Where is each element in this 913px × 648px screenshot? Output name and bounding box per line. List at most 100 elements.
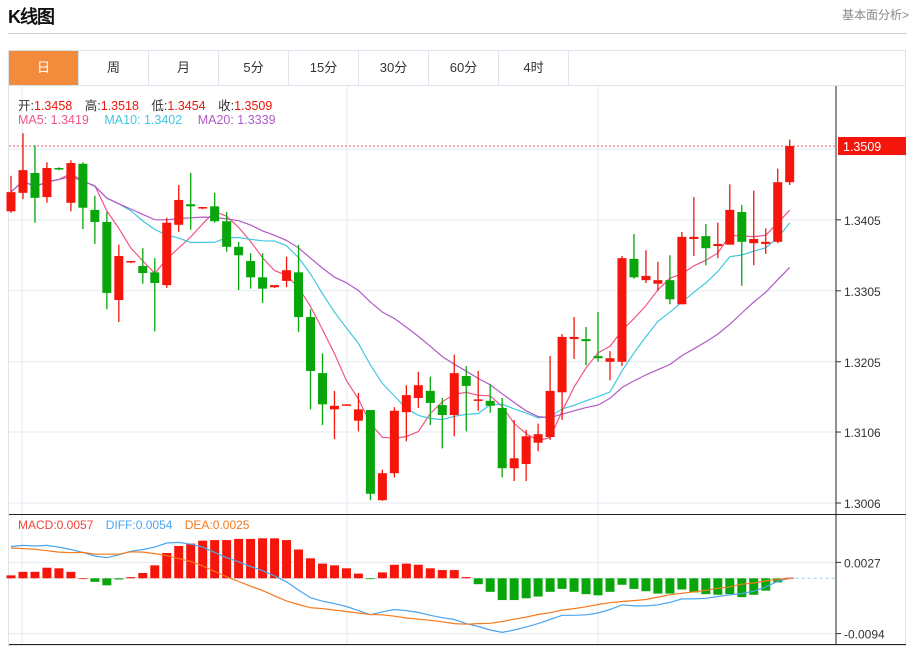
fundamental-analysis-link[interactable]: 基本面分析>: [841, 8, 909, 22]
macd-bar: [485, 578, 495, 592]
candle-down: [365, 410, 375, 494]
price-tick-label: 1.3106: [844, 426, 881, 440]
macd-bar: [102, 578, 112, 586]
candle-down: [317, 373, 327, 405]
macd-bar: [749, 578, 759, 595]
candle-up: [353, 409, 363, 421]
candle-up: [713, 243, 723, 247]
macd-bar: [126, 577, 136, 579]
tab-month[interactable]: 月: [149, 51, 219, 85]
candle-down: [54, 168, 64, 170]
candle-down: [701, 236, 711, 249]
macd-bar: [198, 540, 208, 579]
macd-bar: [30, 571, 40, 579]
macd-bar: [557, 578, 567, 589]
candle-up: [569, 336, 579, 340]
divider: [8, 33, 907, 34]
macd-bar: [425, 568, 435, 579]
macd-bar: [437, 570, 447, 579]
tab-5min[interactable]: 5分: [219, 51, 289, 85]
low-value: 1.3454: [167, 99, 206, 113]
macd-bar: [6, 575, 16, 579]
ma20-line: [10, 175, 791, 419]
candle-up: [677, 236, 687, 305]
macd-bar: [521, 578, 531, 599]
candle-up: [341, 404, 351, 406]
candle-up: [270, 285, 280, 288]
low-label: 低:: [151, 99, 168, 113]
tab-day[interactable]: 日: [9, 51, 79, 85]
candle-down: [210, 206, 220, 222]
macd-bar: [150, 565, 160, 579]
macd-bar: [785, 577, 795, 579]
candle-down: [294, 272, 304, 318]
candle-down: [737, 212, 747, 242]
macd-bar: [246, 538, 256, 579]
candle-down: [581, 339, 591, 342]
macd-tick-label: -0.0094: [844, 628, 885, 642]
candle-up: [377, 473, 387, 501]
macd-bar: [401, 563, 411, 579]
macd-bar: [90, 578, 100, 582]
tab-week[interactable]: 周: [79, 51, 149, 85]
candle-up: [449, 373, 459, 416]
price-tick-label: 1.3205: [844, 356, 881, 370]
candle-down: [138, 265, 148, 274]
ma20-value: MA20: 1.3339: [197, 113, 276, 127]
last-price-tag: [838, 137, 906, 155]
macd-bar: [174, 545, 184, 579]
macd-bar: [713, 578, 723, 595]
candle-down: [497, 407, 507, 469]
macd-bar: [509, 578, 519, 601]
candle-down: [485, 400, 495, 406]
price-tick-label: 1.3305: [844, 285, 881, 299]
candle-up: [198, 207, 208, 209]
macd-bar: [737, 578, 747, 598]
candle-up: [653, 280, 663, 284]
macd-bar: [569, 578, 579, 592]
macd-bar: [677, 578, 687, 590]
price-tick-label: 1.3006: [844, 497, 881, 511]
tab-30min[interactable]: 30分: [359, 51, 429, 85]
ma-info: MA5: 1.3419 MA10: 1.3402 MA20: 1.3339: [18, 113, 276, 127]
tab-60min[interactable]: 60分: [429, 51, 499, 85]
ohlc-info: 开:1.3458 高:1.3518 低:1.3454 收:1.3509: [18, 95, 281, 114]
macd-bar: [258, 538, 268, 579]
candle-down: [234, 246, 244, 256]
macd-bar: [270, 538, 280, 579]
period-tabs: 日 周 月 5分 15分 30分 60分 4时: [8, 50, 906, 85]
candle-up: [785, 146, 795, 183]
macd-bar: [317, 563, 327, 579]
macd-bar: [761, 578, 771, 591]
macd-bar: [665, 578, 675, 594]
candle-up: [725, 209, 735, 245]
candle-down: [306, 317, 315, 372]
candle-up: [66, 163, 76, 203]
candle-up: [114, 256, 124, 301]
tab-4hour[interactable]: 4时: [499, 51, 569, 85]
candle-up: [401, 395, 411, 413]
tab-15min[interactable]: 15分: [289, 51, 359, 85]
macd-bar: [497, 578, 507, 601]
candle-down: [222, 221, 232, 247]
candle-down: [186, 204, 196, 207]
candle-down: [102, 221, 112, 293]
macd-bar: [689, 578, 699, 593]
high-label: 高:: [84, 99, 101, 113]
macd-bar: [306, 558, 315, 579]
candle-up: [509, 458, 519, 469]
ma5-line: [10, 172, 791, 442]
macd-bar: [605, 578, 615, 592]
candle-up: [329, 405, 339, 410]
candle-down: [30, 172, 40, 198]
macd-bar: [42, 567, 52, 579]
macd-bar: [545, 578, 555, 592]
dea-value: DEA:0.0025: [184, 518, 250, 532]
candle-up: [42, 168, 52, 198]
macd-bar: [222, 540, 232, 579]
macd-bar: [461, 577, 471, 579]
macd-bar: [413, 564, 423, 579]
candle-down: [437, 405, 447, 416]
candle-up: [605, 358, 615, 362]
